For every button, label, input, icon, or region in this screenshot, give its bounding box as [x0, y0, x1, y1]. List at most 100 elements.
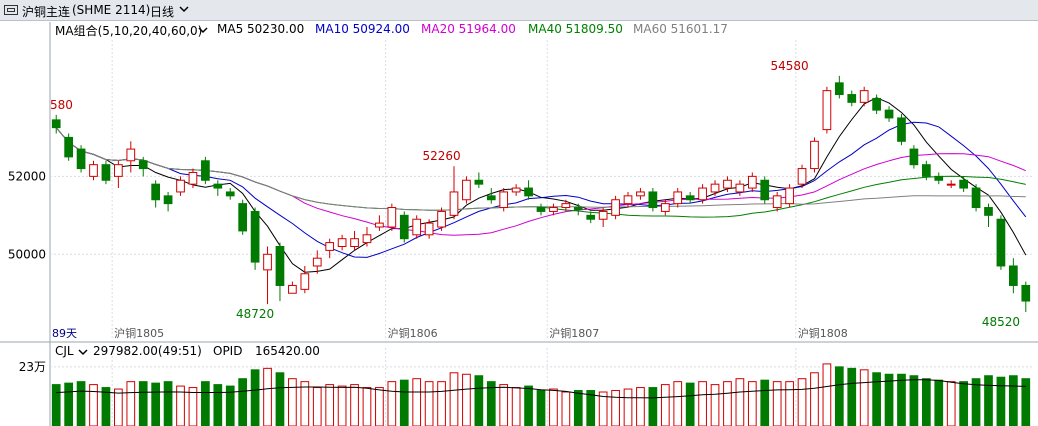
volume-bar[interactable]: [1021, 378, 1031, 426]
candle-body[interactable]: [934, 175, 944, 181]
volume-bar[interactable]: [959, 381, 968, 426]
volume-bar[interactable]: [984, 375, 993, 426]
volume-bar[interactable]: [312, 387, 322, 426]
candle-body[interactable]: [648, 191, 658, 209]
candle-body[interactable]: [921, 164, 931, 177]
volume-bar[interactable]: [89, 384, 98, 426]
candle-body[interactable]: [822, 90, 832, 131]
candle-body[interactable]: [549, 207, 558, 212]
candle-body[interactable]: [424, 222, 434, 236]
candle-body[interactable]: [984, 207, 993, 216]
volume-bar[interactable]: [623, 388, 633, 426]
candle-body[interactable]: [437, 210, 446, 228]
candle-body[interactable]: [176, 179, 185, 193]
volume-bar[interactable]: [747, 381, 757, 426]
candle-body[interactable]: [524, 187, 533, 197]
volume-bar[interactable]: [611, 390, 620, 426]
candle-body[interactable]: [51, 119, 61, 129]
volume-bar[interactable]: [921, 378, 931, 426]
volume-bar[interactable]: [399, 379, 409, 426]
candle-body[interactable]: [810, 140, 819, 170]
candle-body[interactable]: [673, 191, 683, 205]
volume-bar[interactable]: [499, 384, 509, 426]
candle-body[interactable]: [486, 195, 496, 201]
volume-bar[interactable]: [909, 375, 919, 426]
candle-body[interactable]: [474, 179, 484, 185]
volume-bar[interactable]: [660, 384, 670, 426]
volume-bar[interactable]: [872, 372, 881, 426]
candle-body[interactable]: [350, 238, 359, 247]
candle-body[interactable]: [250, 210, 260, 263]
candle-body[interactable]: [499, 191, 509, 209]
volume-bar[interactable]: [337, 385, 347, 426]
volume-bar[interactable]: [64, 382, 73, 426]
candle-body[interactable]: [213, 183, 223, 189]
volume-bar[interactable]: [859, 369, 869, 426]
candle-body[interactable]: [462, 179, 471, 201]
volume-bar[interactable]: [673, 381, 683, 426]
volume-bar[interactable]: [474, 375, 484, 426]
volume-bar[interactable]: [76, 381, 86, 426]
volume-bar[interactable]: [511, 387, 521, 426]
candle-body[interactable]: [1021, 284, 1031, 302]
volume-bar[interactable]: [847, 367, 857, 426]
candle-body[interactable]: [636, 191, 645, 197]
volume-bar[interactable]: [350, 384, 359, 426]
candle-body[interactable]: [971, 187, 981, 209]
volume-bar[interactable]: [188, 387, 198, 426]
candle-body[interactable]: [412, 218, 422, 236]
volume-bar[interactable]: [772, 381, 782, 426]
volume-bar[interactable]: [971, 378, 981, 426]
ma-group-selector[interactable]: MA组合(5,10,20,40,60,0): [55, 24, 203, 38]
volume-bar[interactable]: [710, 384, 720, 426]
candle-body[interactable]: [611, 199, 620, 216]
candle-body[interactable]: [660, 203, 670, 212]
volume-bar[interactable]: [586, 390, 596, 426]
candle-body[interactable]: [859, 90, 869, 103]
volume-bar[interactable]: [424, 381, 434, 426]
candle-body[interactable]: [151, 183, 161, 201]
candle-body[interactable]: [288, 284, 297, 294]
volume-bar[interactable]: [822, 363, 832, 426]
candle-body[interactable]: [126, 148, 136, 162]
candle-body[interactable]: [188, 171, 198, 185]
volume-bar[interactable]: [325, 384, 335, 426]
volume-bar[interactable]: [263, 367, 272, 426]
candle-body[interactable]: [872, 97, 881, 111]
volume-bar[interactable]: [101, 387, 111, 426]
chevron-down-icon[interactable]: [178, 2, 190, 19]
volume-bar[interactable]: [375, 387, 384, 426]
candle-body[interactable]: [884, 109, 894, 119]
volume-bar[interactable]: [648, 387, 658, 426]
volume-bar[interactable]: [114, 388, 123, 426]
candle-body[interactable]: [238, 203, 248, 232]
candle-body[interactable]: [760, 179, 770, 201]
candle-body[interactable]: [337, 238, 347, 247]
candle-body[interactable]: [362, 234, 372, 244]
candle-body[interactable]: [1009, 265, 1018, 286]
volume-bar[interactable]: [437, 381, 446, 426]
symbol-label[interactable]: 沪铜主连: [22, 5, 71, 19]
volume-bar[interactable]: [797, 378, 807, 426]
volume-bar[interactable]: [735, 378, 745, 426]
candle-body[interactable]: [399, 214, 409, 240]
candle-body[interactable]: [225, 191, 235, 197]
volume-bar[interactable]: [573, 390, 583, 426]
candle-body[interactable]: [375, 222, 384, 228]
volume-bar[interactable]: [151, 382, 161, 426]
candle-body[interactable]: [561, 203, 571, 209]
volume-bar[interactable]: [897, 373, 906, 426]
candle-body[interactable]: [573, 207, 583, 210]
volume-bar[interactable]: [238, 378, 248, 426]
volume-bar[interactable]: [362, 387, 372, 426]
candle-body[interactable]: [909, 148, 919, 166]
candle-body[interactable]: [449, 191, 459, 216]
candle-body[interactable]: [710, 183, 720, 193]
candle-body[interactable]: [201, 160, 210, 181]
candle-body[interactable]: [735, 183, 745, 193]
candle-body[interactable]: [275, 245, 285, 286]
candle-body[interactable]: [64, 136, 73, 158]
volume-chevron-icon[interactable]: [77, 345, 89, 362]
candle-body[interactable]: [996, 218, 1006, 267]
candle-body[interactable]: [387, 207, 397, 228]
